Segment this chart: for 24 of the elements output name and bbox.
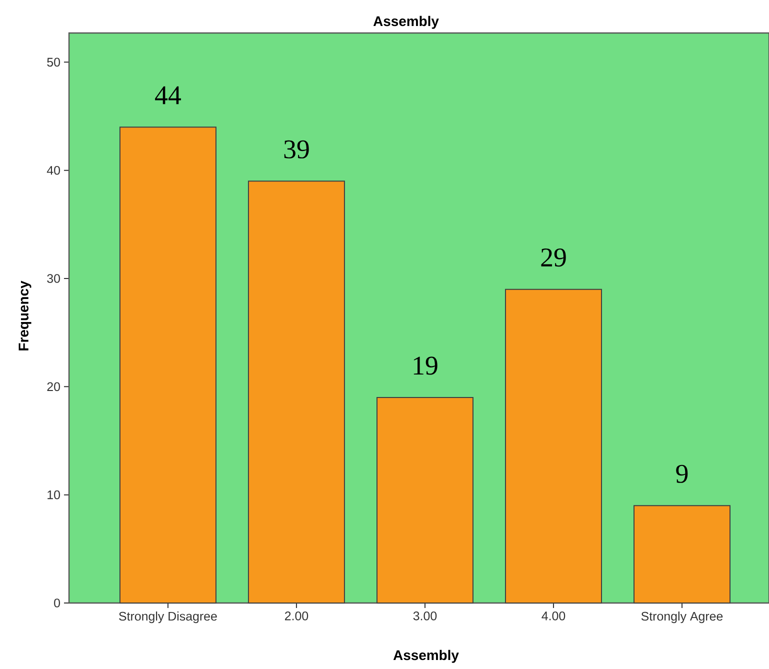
data-label: 44 bbox=[155, 86, 181, 104]
bar bbox=[119, 126, 216, 604]
chart-title: Assembly bbox=[373, 16, 439, 29]
x-tick-label: 4.00 bbox=[542, 612, 566, 620]
y-tick-label: 0 bbox=[54, 598, 60, 608]
y-tick-label: 30 bbox=[47, 274, 60, 283]
data-label: 9 bbox=[676, 464, 688, 483]
x-tick-label: 3.00 bbox=[413, 612, 437, 620]
y-tick-label: 40 bbox=[46, 166, 60, 175]
y-tick-label: 10 bbox=[48, 490, 60, 500]
bar bbox=[376, 396, 474, 604]
data-label: 29 bbox=[541, 248, 566, 267]
bar bbox=[634, 505, 731, 604]
y-tick-label: 50 bbox=[47, 58, 60, 67]
x-tick-label: Strongly Agree bbox=[641, 612, 723, 624]
data-label: 19 bbox=[414, 356, 438, 375]
bar bbox=[504, 288, 602, 604]
x-axis-title: Assembly bbox=[393, 650, 459, 663]
y-axis-title: Frequency bbox=[18, 280, 32, 350]
bar bbox=[248, 180, 345, 604]
y-tick-label: 20 bbox=[47, 382, 60, 392]
x-tick-label: 2.00 bbox=[284, 612, 308, 620]
x-tick-label: Strongly Disagree bbox=[119, 612, 217, 624]
data-label: 39 bbox=[284, 140, 309, 158]
